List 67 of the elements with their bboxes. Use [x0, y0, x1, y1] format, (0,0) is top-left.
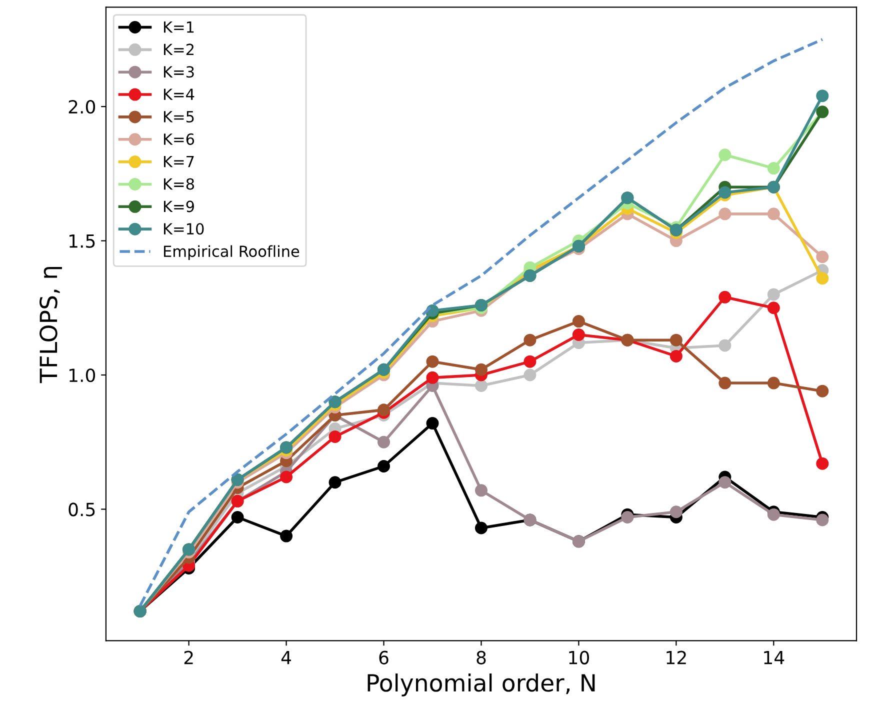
- point: [524, 368, 536, 382]
- legend-label: Empirical Roofline: [164, 245, 300, 260]
- x-tick-label: 14: [764, 651, 784, 664]
- point: [426, 417, 439, 430]
- point: [816, 90, 829, 102]
- point: [816, 384, 829, 398]
- point: [767, 288, 780, 301]
- point: [767, 302, 780, 314]
- y-tick-label: 1.0: [70, 368, 96, 382]
- point: [474, 379, 488, 392]
- point: [718, 208, 732, 220]
- point: [670, 506, 682, 518]
- point: [670, 350, 682, 362]
- point: [328, 430, 342, 443]
- point: [767, 162, 780, 175]
- legend-label: K=2: [164, 44, 194, 56]
- point: [816, 272, 829, 285]
- point: [426, 355, 439, 368]
- point: [524, 334, 536, 346]
- point: [524, 355, 536, 368]
- point: [572, 315, 585, 328]
- legend-label: K=10: [164, 223, 204, 235]
- point: [474, 522, 488, 534]
- point: [378, 404, 390, 416]
- legend-label: K=7: [164, 156, 194, 168]
- x-tick-label: 2: [184, 650, 193, 664]
- legend-label: K=3: [164, 66, 194, 78]
- point: [718, 290, 732, 304]
- point: [718, 186, 732, 199]
- point: [231, 511, 244, 524]
- x-tick-label: 10: [569, 650, 589, 664]
- x-tick-label: 4: [281, 651, 292, 664]
- x-tick-label: 12: [666, 650, 686, 664]
- legend-label: K=8: [164, 178, 194, 190]
- point: [280, 470, 293, 484]
- y-tick-label: 2.0: [68, 100, 96, 114]
- x-tick-label: 8: [476, 650, 486, 664]
- point: [816, 250, 829, 264]
- point: [718, 476, 732, 489]
- point: [816, 514, 829, 526]
- y-axis-title: TFLOPS, η: [40, 266, 62, 384]
- legend-label: K=6: [164, 133, 194, 145]
- x-axis-title: Polynomial order, N: [368, 673, 595, 696]
- legend-label: K=4: [164, 88, 194, 100]
- legend-label: K=1: [164, 21, 194, 33]
- point: [572, 328, 585, 341]
- point: [718, 376, 732, 390]
- y-tick-label: 1.5: [70, 234, 95, 248]
- point: [280, 530, 293, 542]
- point: [474, 484, 488, 497]
- point: [767, 208, 780, 220]
- point: [426, 371, 439, 384]
- legend-label: K=9: [164, 200, 194, 212]
- point: [378, 436, 390, 448]
- point: [718, 148, 732, 162]
- point: [621, 511, 634, 524]
- point: [816, 457, 829, 470]
- x-tick-label: 6: [379, 650, 388, 664]
- y-tick-label: 0.5: [68, 502, 95, 516]
- point: [767, 376, 780, 390]
- point: [328, 476, 342, 489]
- point: [718, 339, 732, 352]
- point: [767, 508, 780, 521]
- point: [378, 460, 390, 473]
- legend-label: K=5: [164, 111, 194, 123]
- point: [474, 363, 488, 376]
- point: [670, 334, 682, 346]
